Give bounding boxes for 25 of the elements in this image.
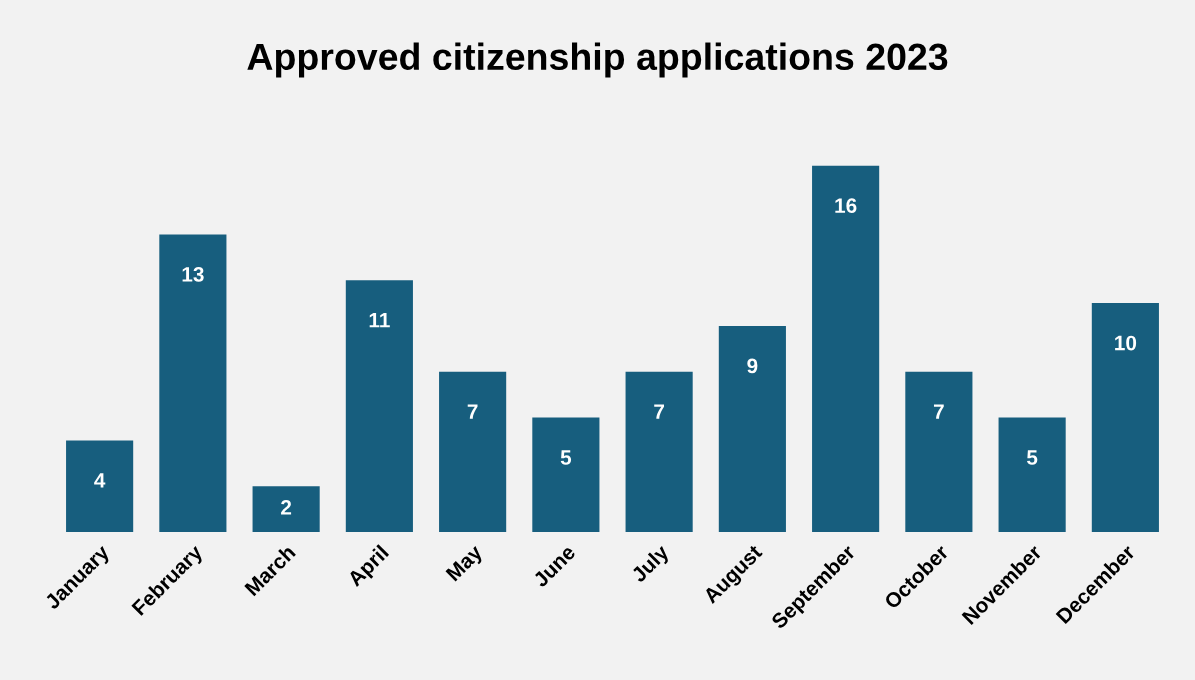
data-label: 4	[94, 473, 106, 488]
bar	[439, 371, 507, 533]
data-label: 7	[467, 404, 478, 419]
bar	[252, 486, 320, 533]
bar	[159, 234, 227, 533]
data-label: 5	[1026, 450, 1038, 465]
bar	[812, 165, 880, 533]
bar	[625, 371, 693, 533]
data-label: 10	[1115, 335, 1137, 351]
bar	[66, 440, 134, 533]
data-label: 2	[281, 499, 292, 515]
bar	[345, 280, 413, 533]
data-label: 7	[654, 404, 664, 419]
bar	[905, 371, 973, 533]
data-label: 5	[560, 450, 572, 465]
data-label: 11	[369, 312, 390, 328]
chart-title: Approved citizenship applications 2023	[247, 42, 948, 78]
data-label: 16	[835, 198, 857, 214]
data-label: 9	[747, 358, 758, 374]
bar	[532, 417, 600, 533]
bar	[998, 417, 1066, 533]
bar	[1091, 303, 1159, 533]
data-label: 7	[933, 404, 944, 419]
bar	[718, 326, 786, 533]
data-label: 13	[182, 266, 204, 282]
